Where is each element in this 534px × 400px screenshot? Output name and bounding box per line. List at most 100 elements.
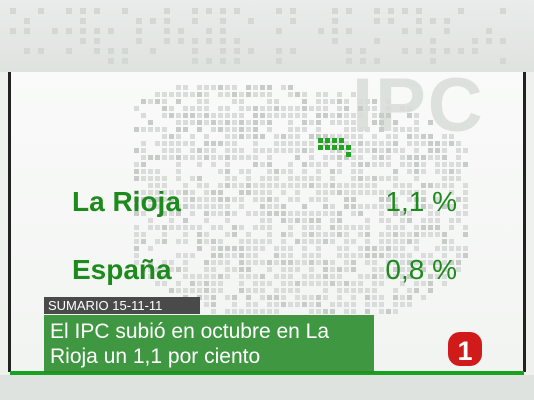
map-dot [134, 211, 139, 216]
map-dot [211, 309, 216, 314]
map-dot [218, 190, 223, 195]
band-dot [444, 18, 450, 24]
map-dot [365, 141, 370, 146]
map-dot [211, 120, 216, 125]
map-dot [253, 274, 258, 279]
map-dot [323, 134, 328, 139]
map-dot [421, 225, 426, 230]
map-dot [414, 239, 419, 244]
map-dot [190, 204, 195, 209]
band-dot [80, 28, 86, 34]
band-dot [178, 28, 184, 34]
map-dot [435, 155, 440, 160]
map-dot [155, 183, 160, 188]
map-dot [162, 239, 167, 244]
map-dot [309, 239, 314, 244]
band-dot [66, 8, 72, 14]
map-dot [176, 253, 181, 258]
map-dot [190, 190, 195, 195]
map-dot [393, 274, 398, 279]
map-dot [379, 120, 384, 125]
map-dot [260, 162, 265, 167]
map-dot [148, 267, 153, 272]
map-dot [302, 218, 307, 223]
map-dot [197, 92, 202, 97]
map-dot [337, 162, 342, 167]
map-dot [407, 162, 412, 167]
map-dot [428, 260, 433, 265]
map-dot [365, 162, 370, 167]
map-dot [176, 190, 181, 195]
map-dot [176, 239, 181, 244]
map-dot [232, 92, 237, 97]
map-dot [134, 190, 139, 195]
map-dot [274, 260, 279, 265]
map-dot [414, 197, 419, 202]
map-dot [197, 106, 202, 111]
map-dot [169, 190, 174, 195]
band-dot [136, 38, 142, 44]
band-dot [276, 48, 282, 54]
map-dot [281, 232, 286, 237]
map-dot [197, 183, 202, 188]
map-dot [225, 246, 230, 251]
map-dot [183, 204, 188, 209]
map-dot [323, 155, 328, 160]
band-dot [192, 8, 198, 14]
map-dot [239, 183, 244, 188]
map-dot [421, 232, 426, 237]
map-dot [176, 148, 181, 153]
map-dot [351, 281, 356, 286]
map-dot [379, 190, 384, 195]
map-dot [232, 267, 237, 272]
map-dot [232, 141, 237, 146]
map-dot [330, 218, 335, 223]
map-dot [379, 155, 384, 160]
map-dot [386, 162, 391, 167]
map-dot [372, 302, 377, 307]
bottom-band [0, 375, 534, 400]
map-dot [323, 190, 328, 195]
map-dot [379, 127, 384, 132]
map-dot [323, 274, 328, 279]
map-dot [141, 155, 146, 160]
map-dot [288, 113, 293, 118]
map-dot [169, 211, 174, 216]
map-dot [218, 183, 223, 188]
map-dot [232, 295, 237, 300]
map-dot [218, 246, 223, 251]
map-dot [253, 190, 258, 195]
map-dot [197, 127, 202, 132]
map-dot [344, 106, 349, 111]
band-dot [444, 48, 450, 54]
map-dot [134, 253, 139, 258]
map-dot [281, 267, 286, 272]
map-dot [134, 162, 139, 167]
map-dot [407, 274, 412, 279]
map-dot [323, 232, 328, 237]
map-dot [344, 302, 349, 307]
map-dot [302, 113, 307, 118]
map-dot [148, 169, 153, 174]
map-dot [218, 127, 223, 132]
map-dot [225, 127, 230, 132]
map-dot [281, 190, 286, 195]
band-dot [402, 48, 408, 54]
map-dot [246, 246, 251, 251]
map-dot [176, 204, 181, 209]
map-dot [351, 211, 356, 216]
map-dot [204, 99, 209, 104]
map-dot [260, 113, 265, 118]
map-dot [337, 141, 342, 146]
map-dot [393, 183, 398, 188]
frame-right-border [523, 72, 526, 372]
map-dot [204, 155, 209, 160]
map-dot [232, 148, 237, 153]
map-dot [393, 211, 398, 216]
map-dot [204, 295, 209, 300]
band-dot [332, 38, 338, 44]
map-dot [463, 246, 468, 251]
map-dot [337, 232, 342, 237]
map-dot [316, 281, 321, 286]
